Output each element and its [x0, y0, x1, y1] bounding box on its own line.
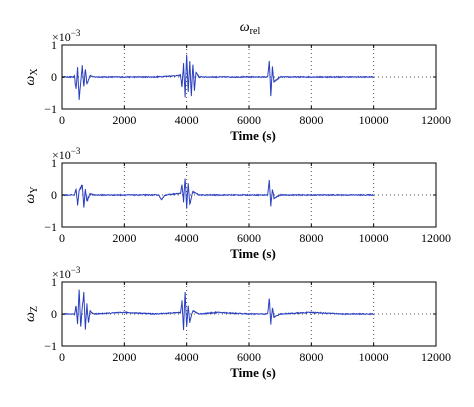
- y-axis-label: ωZ: [23, 306, 40, 322]
- x-tick-label: 0: [59, 113, 65, 127]
- x-tick-label: 8000: [299, 113, 323, 127]
- x-tick-label: 10000: [359, 231, 389, 245]
- y-tick-label: 0: [51, 70, 57, 84]
- x-axis-label: Time (s): [230, 128, 276, 143]
- x-tick-label: 8000: [299, 231, 323, 245]
- subplot-group: 0 2000 4000 6000 8000 10000 12000−101×10−3Time…: [23, 28, 451, 380]
- x-tick-label: 2000: [112, 231, 136, 245]
- x-tick-label: 4000: [175, 113, 199, 127]
- figure-title: ωrel: [240, 20, 261, 37]
- subplot-2: 0 2000 4000 6000 8000 10000 12000−101×10−3Time…: [23, 146, 451, 261]
- x-axis-label: Time (s): [230, 246, 276, 261]
- y-tick-label: 1: [51, 38, 57, 52]
- subplot-1: 0 2000 4000 6000 8000 10000 12000−101×10−3Time…: [23, 28, 451, 143]
- y-exponent-label: ×10−3: [52, 28, 81, 44]
- y-exponent-label: ×10−3: [52, 146, 81, 162]
- x-tick-label: 4000: [175, 231, 199, 245]
- x-tick-label: 2000: [112, 350, 136, 364]
- x-tick-label: 0: [59, 350, 65, 364]
- y-tick-label: 0: [51, 307, 57, 321]
- x-tick-label: 6000: [237, 350, 261, 364]
- y-tick-label: −1: [44, 339, 57, 353]
- y-axis-label: ωY: [23, 186, 40, 203]
- x-tick-label: 6000: [237, 231, 261, 245]
- x-tick-label: 8000: [299, 350, 323, 364]
- y-tick-label: 0: [51, 188, 57, 202]
- series-line: [61, 178, 374, 209]
- y-tick-label: 1: [51, 275, 57, 289]
- x-tick-label: 10000: [359, 350, 389, 364]
- y-tick-label: −1: [44, 220, 57, 234]
- x-tick-label: 6000: [237, 113, 261, 127]
- x-tick-label: 12000: [421, 350, 451, 364]
- series-line: [62, 289, 374, 331]
- series-line: [61, 54, 374, 100]
- y-axis-label: ωX: [23, 68, 40, 86]
- x-axis-label: Time (s): [230, 365, 276, 380]
- x-tick-label: 12000: [421, 113, 451, 127]
- subplot-3: 0 2000 4000 6000 8000 10000 12000−101×10−3Time…: [23, 265, 451, 380]
- x-tick-label: 12000: [421, 231, 451, 245]
- x-tick-label: 0: [59, 231, 65, 245]
- x-tick-label: 10000: [359, 113, 389, 127]
- x-tick-label: 2000: [112, 113, 136, 127]
- y-tick-label: −1: [44, 102, 57, 116]
- y-exponent-label: ×10−3: [52, 265, 81, 281]
- y-tick-label: 1: [51, 156, 57, 170]
- x-tick-label: 4000: [175, 350, 199, 364]
